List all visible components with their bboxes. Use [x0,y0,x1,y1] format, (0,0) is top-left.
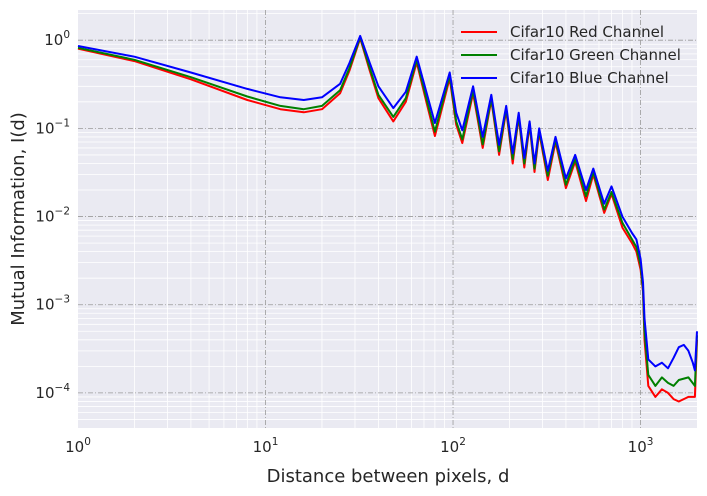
series-layer [77,34,698,403]
legend-label: Cifar10 Green Channel [510,46,681,64]
plot-area [78,10,697,428]
legend-label: Cifar10 Red Channel [510,23,664,41]
major-grid [78,10,697,428]
legend: Cifar10 Red Channel Cifar10 Green Channel… [461,23,681,87]
x-axis-label: Distance between pixels, d [267,466,510,487]
legend-label: Cifar10 Blue Channel [510,69,669,87]
minor-grid [78,10,697,428]
y-axis-label: Mutual Information, I(d) [8,112,29,326]
series-line-3 [77,34,698,372]
